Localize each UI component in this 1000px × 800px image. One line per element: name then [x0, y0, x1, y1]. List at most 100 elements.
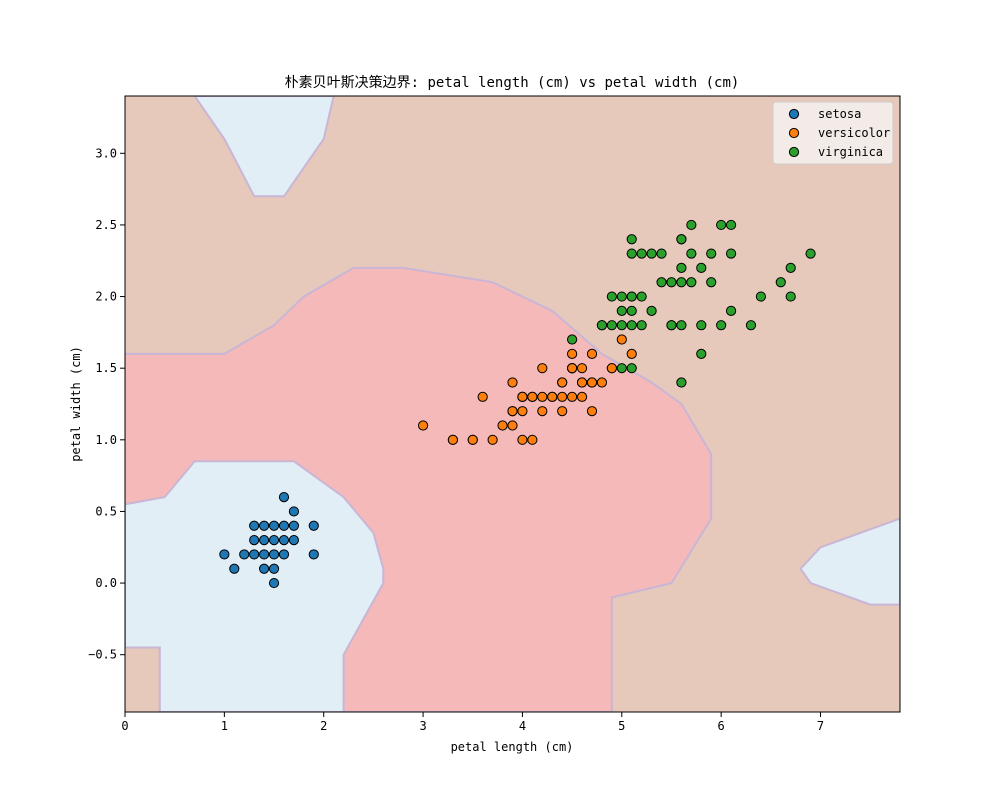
point-virginica — [646, 305, 657, 316]
point-setosa — [259, 520, 270, 531]
y-tick-label: 0.5 — [95, 504, 117, 518]
point-virginica — [745, 320, 757, 331]
point-versicolor — [567, 391, 578, 402]
point-virginica — [636, 320, 647, 331]
point-versicolor — [596, 377, 608, 388]
point-versicolor — [517, 434, 528, 445]
point-virginica — [686, 248, 697, 259]
point-virginica — [785, 262, 796, 274]
legend-marker-versicolor — [788, 127, 800, 139]
point-versicolor — [557, 406, 568, 417]
point-setosa — [268, 520, 280, 531]
point-virginica — [636, 291, 647, 302]
y-tick-label: 1.0 — [95, 433, 117, 447]
point-versicolor — [507, 377, 518, 388]
legend-label-virginica: virginica — [818, 145, 883, 159]
decision-region-setosa — [193, 96, 335, 198]
point-setosa — [249, 520, 260, 531]
point-virginica — [596, 320, 608, 331]
legend: setosa versicolor virginica — [772, 101, 894, 165]
point-virginica — [666, 277, 677, 288]
point-virginica — [616, 305, 627, 316]
point-setosa — [268, 577, 280, 589]
point-setosa — [259, 549, 270, 560]
point-virginica — [626, 291, 637, 302]
point-versicolor — [527, 391, 538, 402]
point-virginica — [696, 262, 707, 274]
point-virginica — [616, 320, 627, 331]
x-tick-label: 5 — [618, 719, 625, 733]
point-virginica — [616, 291, 627, 302]
x-tick-label: 0 — [121, 719, 128, 733]
chart-title: 朴素贝叶斯决策边界: petal length (cm) vs petal wi… — [285, 74, 740, 91]
y-axis: −0.5 0.0 0.5 1.0 1.5 2.0 2.5 3.0 — [88, 146, 125, 662]
point-virginica — [775, 277, 786, 288]
point-virginica — [725, 305, 737, 316]
point-virginica — [706, 277, 717, 288]
plot-area — [125, 96, 900, 712]
point-virginica — [785, 291, 796, 302]
plot-frame — [124, 95, 901, 713]
point-virginica — [676, 377, 687, 388]
point-versicolor — [417, 420, 429, 431]
point-virginica — [666, 320, 677, 331]
point-versicolor — [537, 406, 548, 417]
y-tick-label: 2.5 — [95, 218, 117, 232]
point-virginica — [676, 320, 687, 331]
point-virginica — [567, 334, 578, 345]
x-tick-label: 2 — [320, 719, 327, 733]
point-versicolor — [557, 377, 568, 388]
point-versicolor — [576, 391, 588, 402]
point-versicolor — [517, 391, 528, 402]
point-virginica — [676, 277, 687, 288]
decision-region-setosa — [125, 460, 385, 712]
point-virginica — [606, 320, 617, 331]
point-setosa — [308, 520, 319, 531]
point-setosa — [249, 549, 260, 560]
point-virginica — [725, 248, 737, 259]
legend-box — [772, 101, 894, 165]
x-tick-label: 1 — [221, 719, 228, 733]
point-versicolor — [537, 363, 548, 374]
point-versicolor — [467, 434, 478, 445]
point-virginica — [646, 248, 657, 259]
point-virginica — [606, 291, 617, 302]
point-versicolor — [497, 420, 508, 431]
point-virginica — [686, 219, 697, 231]
point-virginica — [626, 234, 637, 245]
legend-label-versicolor: versicolor — [818, 126, 890, 140]
point-setosa — [268, 534, 280, 546]
point-versicolor — [567, 348, 578, 359]
point-virginica — [626, 305, 637, 316]
point-versicolor — [586, 406, 598, 417]
point-versicolor — [586, 348, 598, 359]
point-virginica — [656, 248, 667, 259]
point-setosa — [288, 520, 300, 531]
point-virginica — [716, 219, 727, 231]
decision-region-setosa — [799, 517, 900, 606]
y-tick-label: 1.5 — [95, 361, 117, 375]
point-setosa — [278, 520, 290, 531]
point-setosa — [259, 534, 270, 546]
point-versicolor — [557, 391, 568, 402]
x-axis-label: petal length (cm) — [451, 740, 574, 754]
point-virginica — [676, 262, 687, 274]
point-setosa — [288, 534, 300, 546]
point-virginica — [676, 234, 687, 245]
y-tick-label: −0.5 — [88, 648, 117, 662]
point-versicolor — [576, 363, 588, 374]
point-virginica — [626, 248, 637, 259]
point-setosa — [219, 549, 230, 560]
point-versicolor — [576, 377, 588, 388]
point-virginica — [716, 320, 727, 331]
point-virginica — [656, 277, 667, 288]
point-virginica — [706, 248, 717, 259]
point-versicolor — [626, 348, 637, 359]
x-axis: 0 1 2 3 4 5 6 7 — [121, 712, 824, 733]
point-versicolor — [527, 434, 538, 445]
point-setosa — [259, 563, 270, 574]
point-setosa — [278, 534, 290, 546]
point-virginica — [686, 277, 697, 288]
point-setosa — [278, 549, 290, 560]
